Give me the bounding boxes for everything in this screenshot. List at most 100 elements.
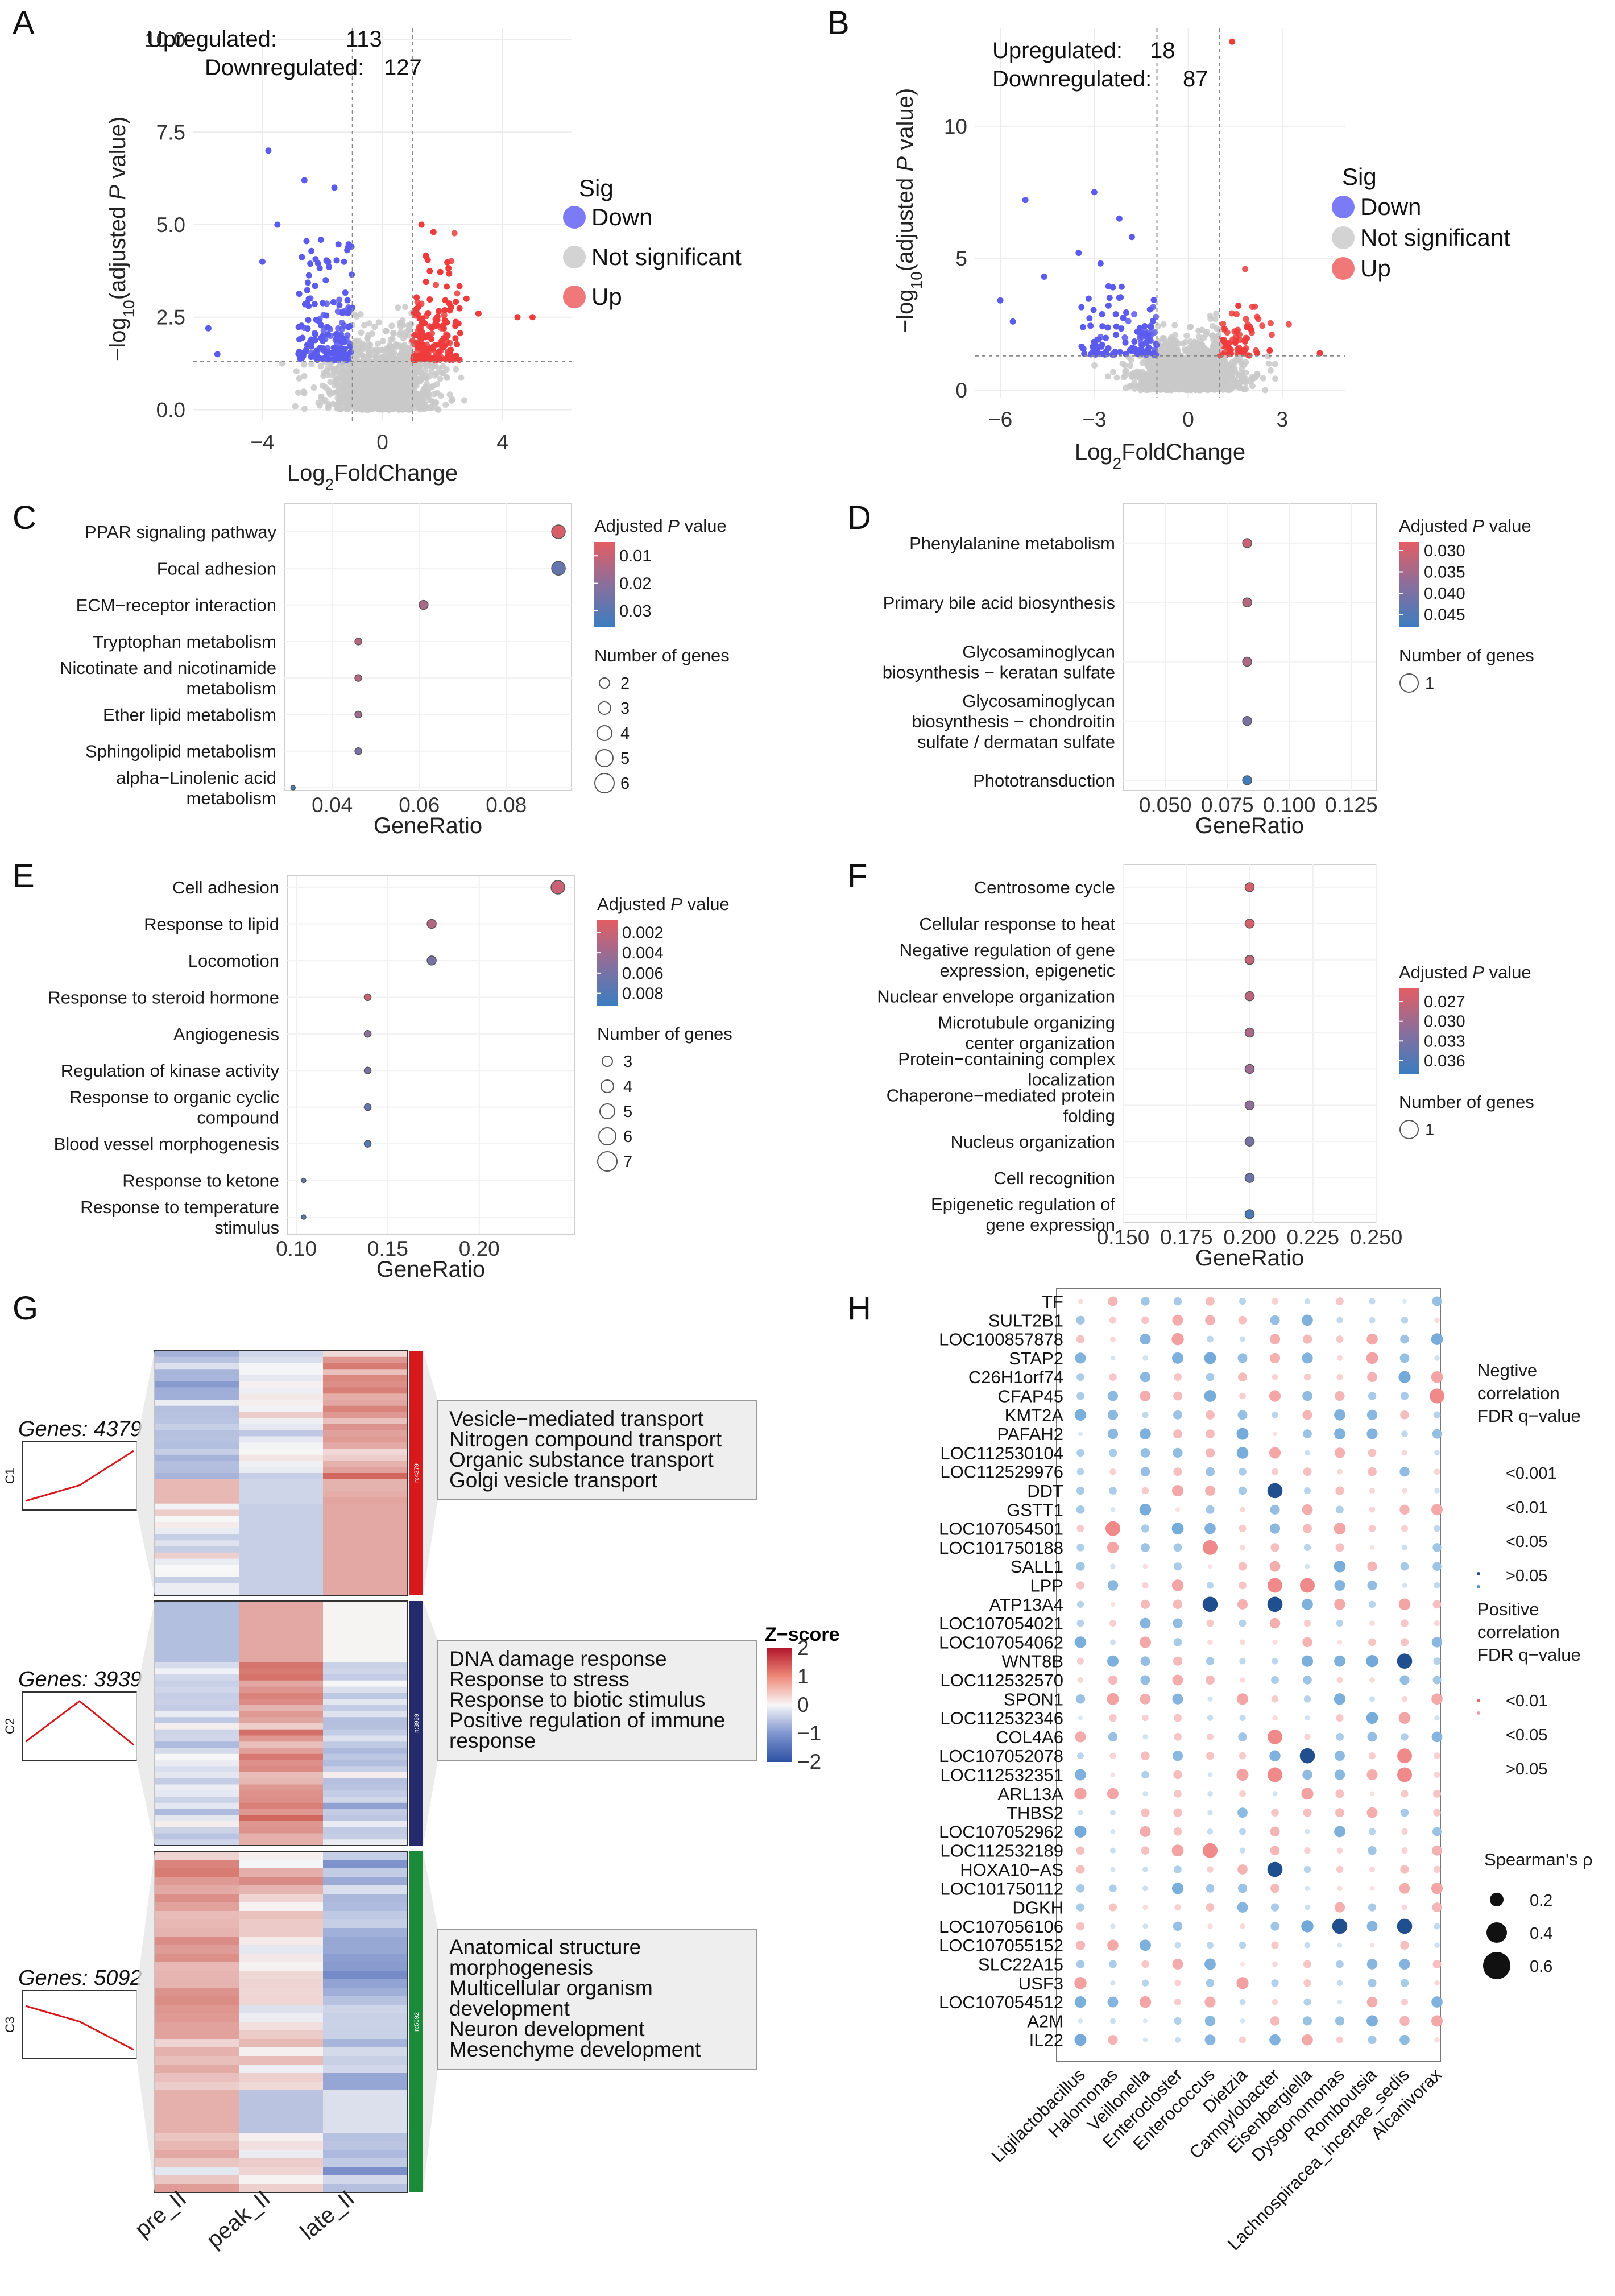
heatmap-cell [155, 1577, 239, 1584]
volcano-point [1152, 329, 1158, 336]
correlation-dot [1369, 1696, 1376, 1702]
volcano-point [375, 340, 382, 347]
correlation-dot [1336, 1865, 1344, 1873]
correlation-dot [1434, 1942, 1440, 1948]
correlation-dot [1174, 1732, 1182, 1741]
dot-plot-size-key [601, 1079, 614, 1093]
volcano-point [1221, 349, 1228, 355]
correlation-dot [1267, 1861, 1283, 1877]
heatmap-cell [323, 1577, 408, 1584]
heatmap-cell [323, 1503, 408, 1511]
enrichment-dot [354, 638, 362, 646]
heatmap-cell [323, 1996, 408, 2005]
enrichment-dot [354, 674, 362, 682]
correlation-dot [1402, 1450, 1407, 1456]
correlation-dot [1397, 1918, 1413, 1934]
correlation-dot [1110, 1923, 1116, 1929]
heatmap-cell [323, 1473, 408, 1480]
correlation-dot [1431, 2015, 1443, 2027]
dot-plot-term-label: Phenylalanine metabolism [909, 533, 1115, 553]
dot-plot-term-label: ECM−receptor interaction [76, 595, 276, 615]
volcano-point [1242, 266, 1249, 272]
volcano-point [1235, 326, 1241, 333]
volcano-plot-a: 0.02.55.07.510.0 −4 0 4 Upregulated: 113 D… [105, 27, 742, 493]
dot-plot-term-label: Response to ketone [122, 1171, 279, 1191]
correlation-dot [1431, 1371, 1443, 1383]
correlation-dot [1302, 1391, 1312, 1401]
volcano-point-down [1145, 344, 1152, 351]
dot-plot-size-key [1399, 1120, 1419, 1139]
correlation-dot [1204, 1996, 1216, 2008]
correlation-dot [1366, 2015, 1378, 2027]
volcano-point [335, 369, 342, 376]
volcano-point [1123, 384, 1129, 391]
correlation-gene-label: COL4A6 [996, 1727, 1063, 1747]
volcano-point [367, 369, 374, 375]
correlation-dot [1108, 1732, 1118, 1742]
correlation-dot [1335, 1789, 1344, 1798]
volcano-point-down [1116, 349, 1123, 355]
pos-legend-level: >0.05 [1506, 1760, 1547, 1778]
heatmap-cell [239, 1381, 324, 1388]
volcano-b-plot-area [975, 28, 1345, 398]
volcano-point [404, 406, 411, 413]
correlation-dot [1076, 1392, 1084, 1400]
enrichment-dot [551, 561, 566, 576]
correlation-gene-label: LPP [1030, 1576, 1063, 1596]
heatmap-cell [323, 1442, 408, 1449]
correlation-gene-label: LOC112532346 [940, 1708, 1063, 1728]
volcano-point [332, 379, 339, 386]
correlation-dot [1108, 2035, 1118, 2045]
heatmap-cell [155, 1902, 239, 1912]
heatmap-cell [323, 1693, 408, 1699]
heatmap-cell [155, 1516, 239, 1523]
heatmap-cell [239, 1705, 324, 1712]
volcano-point [461, 397, 467, 404]
heatmap-cell [155, 1790, 239, 1797]
correlation-dot [1367, 1580, 1377, 1591]
heatmap-cell [239, 1430, 324, 1437]
heatmap-cell [323, 1583, 408, 1590]
volcano-point [1248, 329, 1255, 336]
volcano-point [359, 394, 366, 401]
volcano-point [1265, 353, 1272, 360]
correlation-dot [1431, 1996, 1443, 2008]
dot-plot-d: 0.050 0.075 0.100 0.125GeneRatioPhenylalani… [883, 503, 1534, 838]
volcano-point-down [259, 258, 266, 265]
cluster-n-label: n:3939 [413, 1714, 420, 1733]
correlation-dot [1239, 1467, 1247, 1476]
volcano-point [386, 374, 393, 381]
volcano-point [397, 323, 404, 330]
correlation-dot [1434, 1772, 1440, 1778]
heatmap-cell [155, 1393, 239, 1400]
volcano-point-down [1131, 338, 1138, 345]
volcano-point [1160, 321, 1167, 328]
correlation-dot [1369, 1545, 1375, 1550]
volcano-point-up [453, 299, 459, 305]
heatmap-cell [155, 1996, 239, 2005]
dot-plot-size-key [595, 749, 614, 767]
volcano-point-up [440, 344, 446, 350]
volcano-point-down [1120, 315, 1127, 321]
heatmap-cell [239, 1644, 324, 1650]
correlation-dot [1238, 1562, 1247, 1571]
cluster-term: Positive regulation of immune [449, 1708, 725, 1732]
correlation-dot [1239, 1752, 1247, 1760]
volcano-point [1121, 334, 1128, 341]
heatmap-cell [155, 1928, 239, 1937]
correlation-dot [1336, 1847, 1343, 1854]
correlation-dot [1204, 2016, 1216, 2026]
heatmap-cell [155, 1815, 239, 1822]
volcano-point [1272, 361, 1278, 367]
heatmap-cell [323, 2124, 408, 2133]
volcano-b-legend-up-key [1332, 257, 1355, 280]
dot-plot-x-tick: 0.050 [1139, 793, 1192, 817]
heatmap-cell [239, 1558, 324, 1565]
correlation-dot [1368, 1600, 1376, 1608]
heatmap-cell [155, 1467, 239, 1474]
correlation-dot [1366, 1769, 1378, 1781]
correlation-dot [1432, 1296, 1442, 1306]
correlation-dot [1302, 2034, 1313, 2046]
dot-plot-term-label: metabolism [187, 679, 277, 698]
correlation-dot [1240, 1639, 1245, 1645]
